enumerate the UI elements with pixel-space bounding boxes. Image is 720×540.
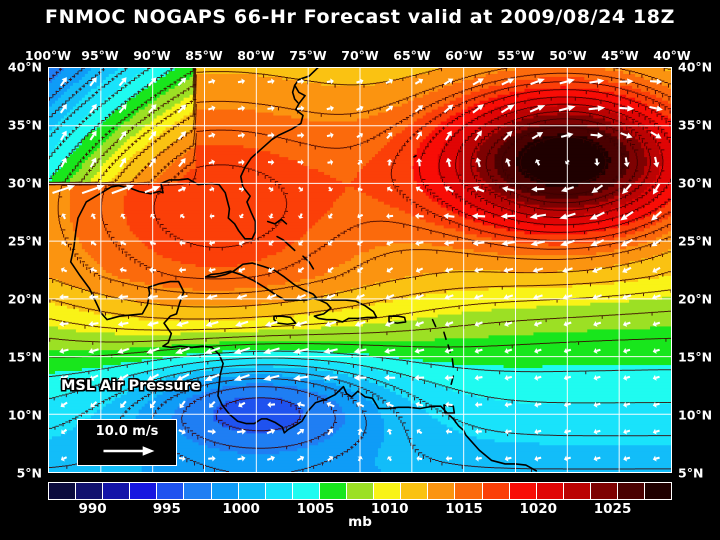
lat-tick-right-10N: 10°N	[678, 407, 713, 423]
colorbar-swatch	[211, 483, 239, 499]
lon-tick-100W: 100°W	[24, 48, 72, 63]
colorbar-swatch	[401, 483, 429, 499]
colorbar-tick-1015: 1015	[445, 501, 483, 517]
lat-tick-left-35N: 35°N	[7, 117, 42, 133]
colorbar-swatch	[374, 483, 402, 499]
lon-tick-95W: 95°W	[81, 48, 119, 63]
pressure-contour-layer	[49, 68, 671, 472]
lat-tick-right-15N: 15°N	[678, 349, 713, 365]
colorbar-swatch	[265, 483, 293, 499]
lat-tick-left-25N: 25°N	[7, 233, 42, 249]
lat-tick-left-15N: 15°N	[7, 349, 42, 365]
colorbar-tick-990: 990	[78, 501, 107, 517]
lon-tick-85W: 85°W	[185, 48, 223, 63]
colorbar-swatch	[184, 483, 212, 499]
lon-tick-90W: 90°W	[133, 48, 171, 63]
colorbar-swatch	[103, 483, 131, 499]
wind-scale-legend: 10.0 m/s	[77, 419, 177, 466]
colorbar-swatch	[509, 483, 537, 499]
coastline-layer	[69, 68, 538, 472]
colorbar-swatch	[130, 483, 158, 499]
colorbar-tick-1005: 1005	[296, 501, 335, 517]
colorbar-swatch	[482, 483, 510, 499]
field-label: MSL Air Pressure	[61, 378, 201, 394]
lat-tick-left-30N: 30°N	[7, 175, 42, 191]
lon-tick-50W: 50°W	[549, 48, 587, 63]
colorbar-swatch	[238, 483, 266, 499]
colorbar-swatch	[157, 483, 185, 499]
lon-tick-55W: 55°W	[497, 48, 535, 63]
wind-scale-arrow-icon	[103, 446, 155, 456]
colorbar-unit-label: mb	[348, 514, 372, 530]
lat-tick-right-5N: 5°N	[678, 465, 704, 481]
lon-tick-70W: 70°W	[341, 48, 379, 63]
lon-tick-65W: 65°W	[393, 48, 431, 63]
colorbar-swatch	[590, 483, 618, 499]
pressure-colorbar	[48, 482, 672, 500]
colorbar-swatch	[563, 483, 591, 499]
colorbar-swatch	[536, 483, 564, 499]
lon-tick-60W: 60°W	[445, 48, 483, 63]
lat-tick-right-40N: 40°N	[678, 59, 713, 75]
lon-tick-75W: 75°W	[289, 48, 327, 63]
lat-tick-right-35N: 35°N	[678, 117, 713, 133]
lat-tick-left-10N: 10°N	[7, 407, 42, 423]
colorbar-tick-1020: 1020	[519, 501, 558, 517]
colorbar-swatch	[292, 483, 320, 499]
colorbar-swatch	[617, 483, 646, 499]
map-canvas	[49, 68, 671, 472]
colorbar-swatch	[49, 483, 77, 499]
colorbar-swatch	[428, 483, 456, 499]
wind-scale-value: 10.0 m/s	[95, 424, 159, 439]
figure-title: FNMOC NOGAPS 66-Hr Forecast valid at 200…	[45, 6, 675, 28]
lat-tick-left-40N: 40°N	[7, 59, 42, 75]
colorbar-tick-1025: 1025	[593, 501, 632, 517]
lon-tick-45W: 45°W	[601, 48, 639, 63]
colorbar-swatch	[76, 483, 104, 499]
lat-tick-left-5N: 5°N	[16, 465, 42, 481]
colorbar-tick-1000: 1000	[222, 501, 260, 517]
lat-tick-left-20N: 20°N	[7, 291, 42, 307]
colorbar-tick-995: 995	[152, 501, 181, 517]
lon-tick-80W: 80°W	[237, 48, 275, 63]
wind-vector-layer	[52, 77, 663, 462]
lat-tick-right-30N: 30°N	[678, 175, 713, 191]
colorbar-swatch	[319, 483, 348, 499]
pressure-field-layer	[49, 68, 671, 472]
colorbar-swatch	[347, 483, 375, 499]
colorbar-swatch	[455, 483, 483, 499]
lat-tick-right-20N: 20°N	[678, 291, 713, 307]
lat-tick-right-25N: 25°N	[678, 233, 713, 249]
lon-tick-40W: 40°W	[653, 48, 691, 63]
map-panel: MSL Air Pressure 10.0 m/s	[48, 67, 672, 473]
colorbar-tick-1010: 1010	[370, 501, 409, 517]
colorbar-swatch	[645, 483, 672, 499]
